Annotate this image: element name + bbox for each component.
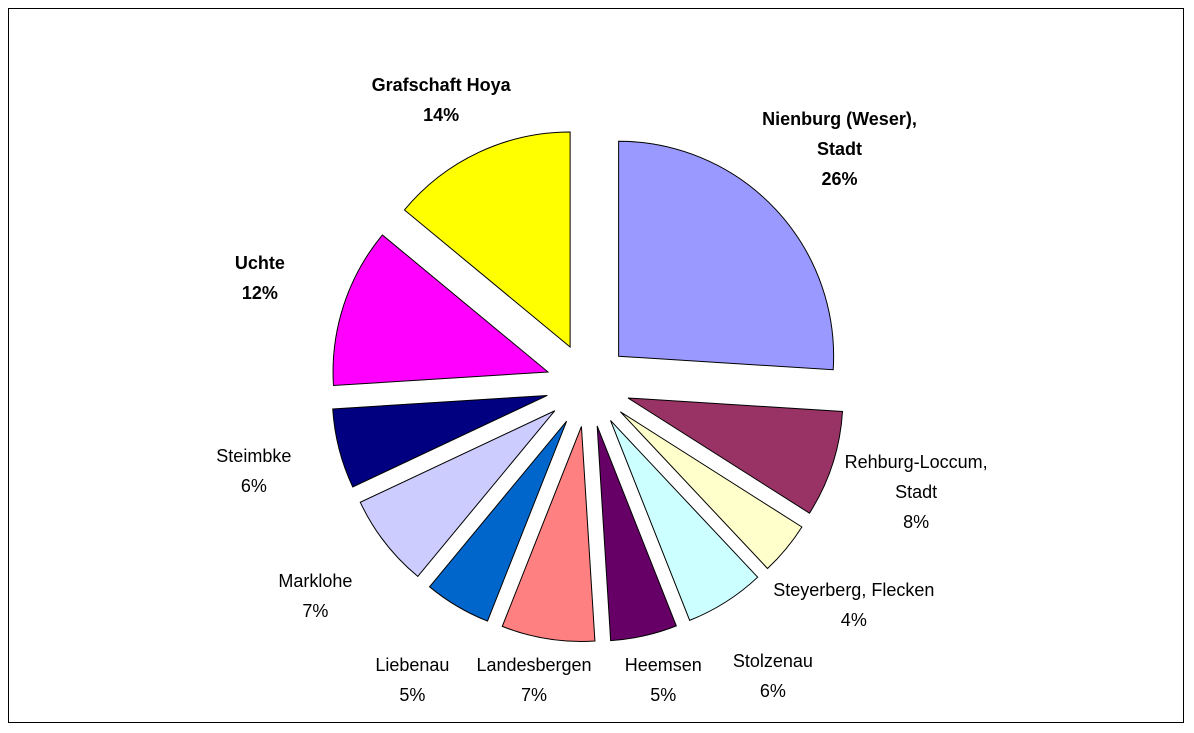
slice-percent: 4% [840,609,867,630]
slice-percent: 5% [650,685,677,705]
slice-name: Heemsen [624,655,702,675]
pie-slice [627,397,844,514]
slice-percent: 5% [399,685,426,705]
slice-label: Rehburg-Loccum, Stadt 8% [845,447,988,537]
slice-percent: 12% [241,283,278,304]
chart-frame [8,8,1184,723]
slice-label: Grafschaft Hoya 14% [372,70,511,130]
slice-name: Stolzenau [732,651,813,672]
pie-slice [596,425,677,642]
slice-name: Rehburg-Loccum, Stadt [844,451,988,502]
slice-percent: 7% [521,685,548,705]
slice-percent: 6% [759,681,786,702]
slice-label: Landesbergen 7% [476,650,591,710]
slice-label: Liebenau 5% [375,650,449,710]
slice-percent: 7% [302,601,329,622]
pie-slice [428,420,568,622]
pie-slice [610,420,759,622]
slice-percent: 6% [240,475,267,496]
slice-name: Steimbke [216,445,292,466]
pie-slice [403,131,571,349]
slice-label: Nienburg (Weser), Stadt 26% [762,104,917,194]
slice-percent: 14% [423,105,460,125]
pie-slice [618,140,835,371]
slice-name: Grafschaft Hoya [371,75,511,95]
pie-slice [501,426,596,642]
slice-name: Marklohe [278,571,353,592]
pie-slice [359,410,556,578]
pie-slice [332,234,550,387]
pie-slice [619,411,803,570]
slice-label: Uchte 12% [235,248,285,308]
slice-label: Stolzenau 6% [733,646,813,706]
slice-label: Steyerberg, Flecken 4% [773,575,934,635]
slice-name: Liebenau [375,655,450,675]
slice-name: Landesbergen [476,655,592,675]
slice-percent: 8% [903,511,930,532]
pie-slice [332,394,548,488]
slice-percent: 26% [821,168,858,189]
slice-label: Heemsen 5% [625,650,702,710]
slice-label: Marklohe 7% [278,566,352,626]
slice-label: Steimbke 6% [216,441,291,501]
slice-name: Uchte [234,253,285,274]
slice-name: Steyerberg, Flecken [773,579,935,600]
slice-name: Nienburg (Weser), Stadt [762,108,917,159]
